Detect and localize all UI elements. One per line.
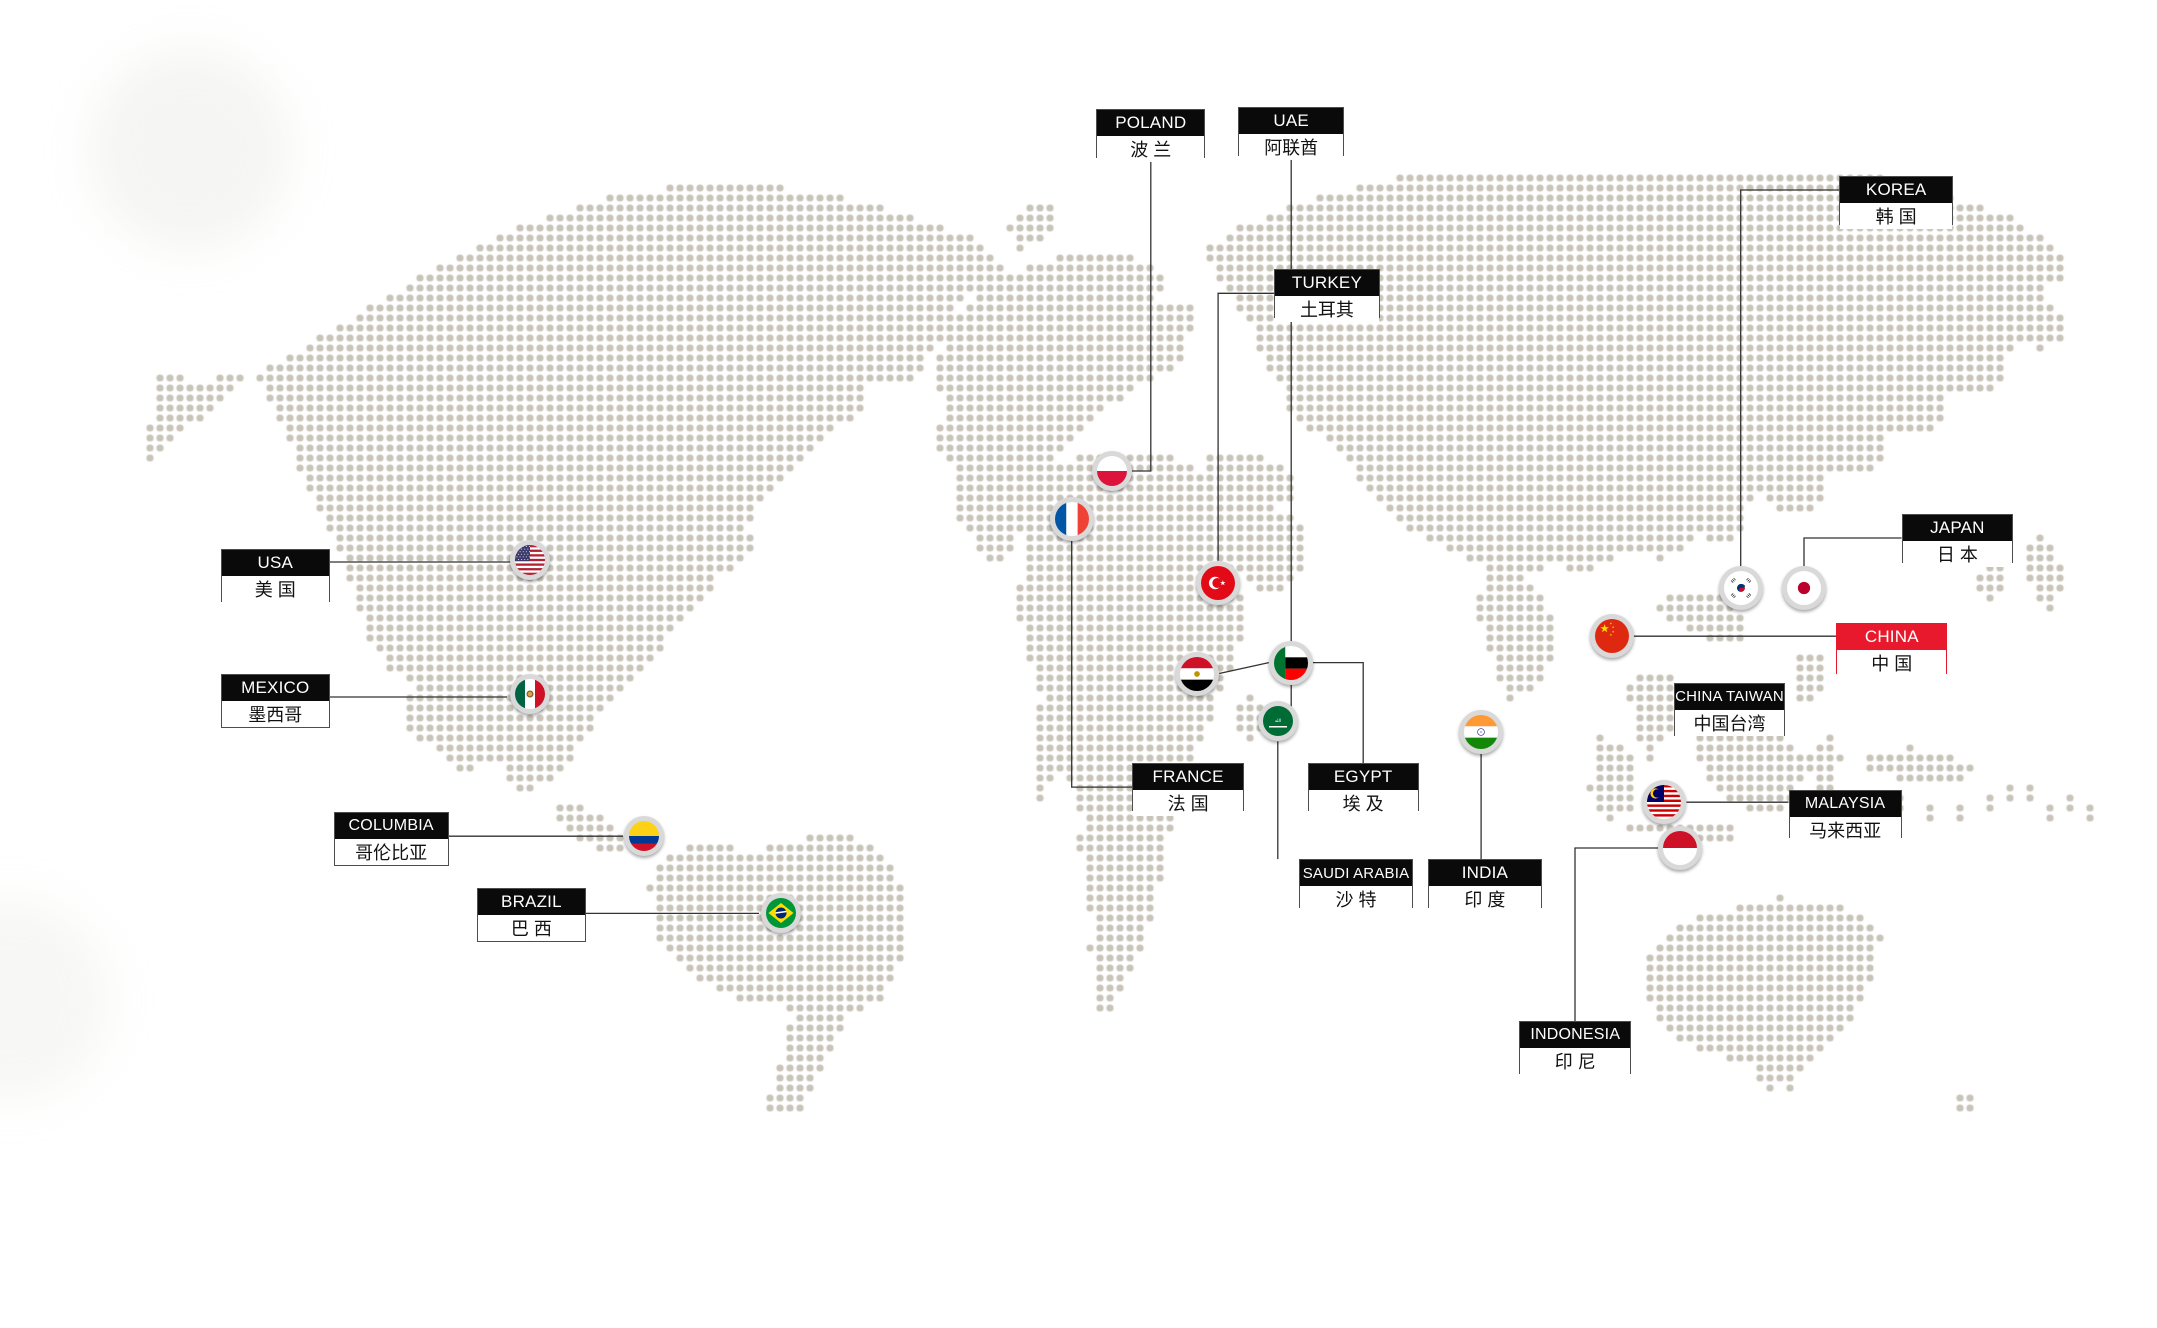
svg-text:الله: الله — [1275, 718, 1282, 723]
